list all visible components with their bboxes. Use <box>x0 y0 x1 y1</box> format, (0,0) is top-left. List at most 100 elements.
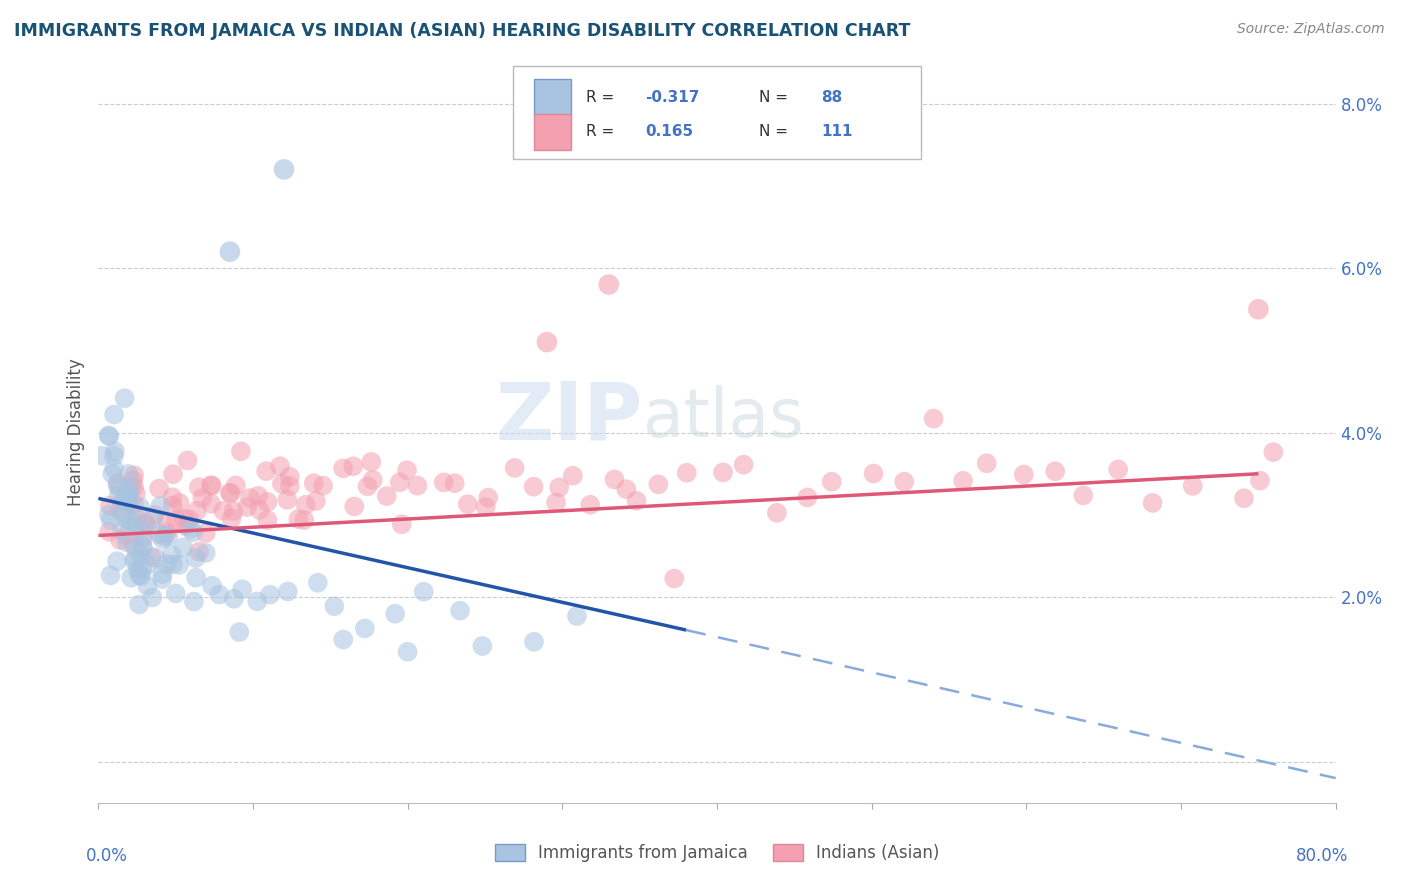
Point <box>343 500 366 514</box>
Point <box>254 464 277 478</box>
Point <box>173 511 195 525</box>
Point <box>200 497 222 511</box>
Point <box>523 634 546 648</box>
Point <box>131 569 153 583</box>
Point <box>117 497 139 511</box>
Point <box>236 500 259 514</box>
Point <box>136 558 159 572</box>
Point <box>128 568 150 582</box>
Point <box>107 489 129 503</box>
Point <box>305 494 328 508</box>
Point <box>228 625 250 640</box>
Point <box>136 579 159 593</box>
Point <box>443 476 465 491</box>
Point <box>406 478 429 492</box>
Point <box>221 511 243 525</box>
Point <box>579 498 602 512</box>
Point <box>922 411 945 425</box>
Point <box>1247 302 1270 317</box>
Point <box>229 444 252 458</box>
Point <box>356 479 378 493</box>
Point <box>614 482 637 496</box>
Point <box>664 572 686 586</box>
Point <box>115 528 138 542</box>
Point <box>141 591 163 605</box>
Point <box>733 458 755 472</box>
Point <box>536 335 558 350</box>
Point <box>179 512 201 526</box>
Point <box>155 557 177 571</box>
Point <box>115 491 138 506</box>
Point <box>97 428 120 442</box>
Point <box>103 461 125 475</box>
Point <box>271 476 294 491</box>
Text: N =: N = <box>759 89 793 104</box>
Text: R =: R = <box>586 125 619 139</box>
Legend: Immigrants from Jamaica, Indians (Asian): Immigrants from Jamaica, Indians (Asian) <box>488 837 946 869</box>
Point <box>107 475 129 490</box>
Point <box>821 475 844 489</box>
Point <box>477 491 499 505</box>
Point <box>218 485 240 500</box>
Point <box>120 571 142 585</box>
Point <box>122 539 145 553</box>
Point <box>143 508 166 522</box>
Point <box>122 468 145 483</box>
Point <box>361 473 384 487</box>
Text: atlas: atlas <box>643 384 804 450</box>
Bar <box>534 79 571 115</box>
Point <box>157 529 180 543</box>
Point <box>391 517 413 532</box>
Point <box>269 459 291 474</box>
Point <box>169 496 191 510</box>
Point <box>125 486 148 500</box>
Point <box>104 444 127 458</box>
Point <box>114 511 136 525</box>
Point <box>249 503 271 517</box>
Text: 80.0%: 80.0% <box>1296 847 1348 865</box>
Point <box>312 478 335 492</box>
Point <box>548 480 571 494</box>
Point <box>117 467 139 481</box>
Point <box>125 552 148 566</box>
Point <box>120 515 142 529</box>
Point <box>278 469 301 483</box>
Point <box>273 162 295 177</box>
Point <box>1142 496 1164 510</box>
Point <box>191 491 214 505</box>
Point <box>561 468 583 483</box>
Point <box>302 476 325 491</box>
Point <box>145 550 167 565</box>
Point <box>183 594 205 608</box>
Point <box>474 500 496 514</box>
Point <box>201 478 224 492</box>
Point <box>131 539 153 553</box>
Point <box>212 504 235 518</box>
Point <box>108 481 131 495</box>
Point <box>388 475 411 490</box>
Point <box>711 466 734 480</box>
Point <box>129 549 152 563</box>
Point <box>179 522 201 536</box>
Point <box>1233 491 1256 506</box>
Point <box>141 549 163 564</box>
Point <box>148 482 170 496</box>
Point <box>132 541 155 555</box>
Point <box>150 572 173 586</box>
Point <box>103 408 125 422</box>
Point <box>219 486 242 500</box>
Point <box>201 579 224 593</box>
Point <box>105 478 128 492</box>
Point <box>294 498 316 512</box>
Point <box>186 503 208 517</box>
Point <box>160 548 183 562</box>
Point <box>108 503 131 517</box>
Point <box>1012 467 1035 482</box>
Text: 111: 111 <box>821 125 852 139</box>
Point <box>132 526 155 541</box>
Text: ZIP: ZIP <box>495 379 643 457</box>
Bar <box>534 114 571 150</box>
Point <box>546 495 568 509</box>
Point <box>134 516 156 530</box>
Point <box>101 467 124 481</box>
